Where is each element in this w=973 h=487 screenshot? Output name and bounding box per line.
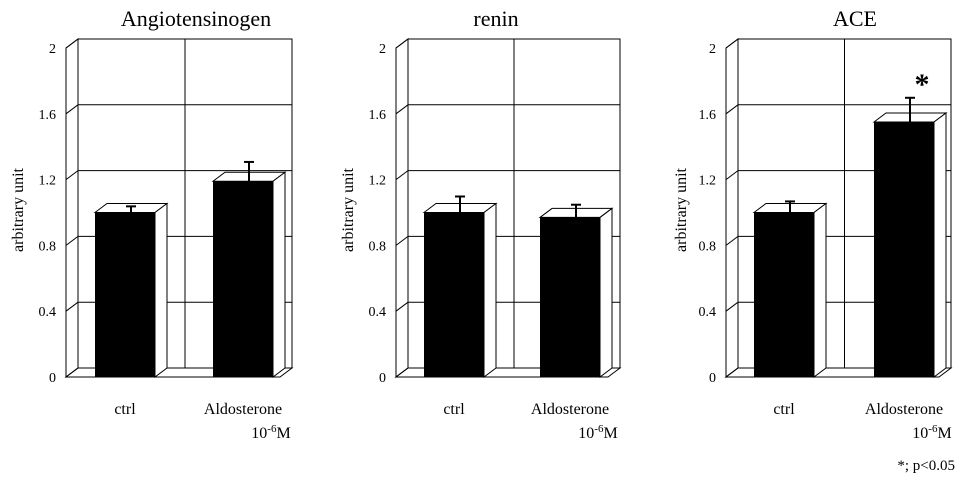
- y-tick-label: 2: [379, 42, 386, 57]
- side-gridline: [725, 170, 739, 181]
- category-label: ctrl: [773, 401, 795, 418]
- bar: [754, 212, 814, 377]
- significance-marker: *: [915, 68, 930, 101]
- unit-exponent: -6: [594, 423, 604, 435]
- side-gridline: [395, 367, 409, 378]
- y-tick-label: 0: [709, 371, 716, 386]
- category-label-unit: 10-6M: [912, 423, 951, 442]
- y-tick-label: 2: [709, 42, 716, 57]
- chart-panel-3: ACE 0 0.4 0.8 1.2 1.6 2 arbitrary unit ctrl * Aldo…: [673, 6, 953, 442]
- unit-suffix: M: [603, 425, 617, 442]
- bar-side-face: [813, 202, 827, 378]
- category-label-unit: 10-6M: [251, 423, 290, 442]
- y-tick-label: 0.8: [369, 239, 387, 254]
- side-wall: [395, 38, 409, 378]
- bar: [424, 212, 484, 377]
- y-tick-label: 1.2: [699, 174, 717, 189]
- side-gridline: [395, 235, 409, 246]
- chart-title: ACE: [833, 6, 877, 31]
- side-gridline: [395, 38, 409, 49]
- y-tick-label: 0.4: [369, 305, 387, 320]
- chart-title: renin: [473, 6, 518, 31]
- chart-title: Angiotensinogen: [121, 6, 271, 31]
- category-label: ctrl: [443, 401, 465, 418]
- side-wall: [725, 38, 739, 378]
- y-tick-label: 1.2: [39, 174, 57, 189]
- category-label-unit: 10-6M: [578, 423, 617, 442]
- significance-footnote: *; p<0.05: [897, 458, 955, 474]
- side-gridline: [725, 38, 739, 49]
- side-gridline: [725, 104, 739, 115]
- bar-side-face: [933, 112, 947, 378]
- side-gridline: [395, 170, 409, 181]
- side-gridline: [65, 104, 79, 115]
- side-gridline: [65, 235, 79, 246]
- y-tick-label: 0.8: [39, 239, 57, 254]
- unit-exponent: -6: [928, 423, 938, 435]
- bar: [213, 181, 273, 377]
- bar: [874, 122, 934, 378]
- category-label: Aldosterone: [531, 401, 609, 418]
- y-tick-label: 2: [49, 42, 56, 57]
- y-tick-label: 0.8: [699, 239, 717, 254]
- side-gridline: [65, 301, 79, 312]
- bar: [540, 217, 600, 377]
- y-tick-label: 1.6: [369, 108, 387, 123]
- y-tick-label: 1.2: [369, 174, 387, 189]
- side-gridline: [65, 170, 79, 181]
- y-axis-label: arbitrary unit: [673, 167, 690, 252]
- chart-panel-1: Angiotensinogen 0 0.4 0.8 1.2 1.6 2 arbitrary u…: [10, 6, 294, 442]
- y-axis-label: arbitrary unit: [340, 167, 357, 252]
- category-label: Aldosterone: [204, 401, 282, 418]
- bar: [95, 212, 155, 377]
- bar-side-face: [599, 207, 613, 378]
- side-gridline: [725, 367, 739, 378]
- bar-side-face: [272, 171, 286, 378]
- unit-base: 10: [912, 425, 928, 442]
- y-tick-label: 0.4: [39, 305, 57, 320]
- category-label: ctrl: [114, 401, 136, 418]
- side-gridline: [395, 301, 409, 312]
- y-tick-label: 0: [379, 371, 386, 386]
- unit-base: 10: [578, 425, 594, 442]
- unit-base: 10: [251, 425, 267, 442]
- y-tick-label: 0.4: [699, 305, 717, 320]
- y-tick-label: 1.6: [699, 108, 717, 123]
- side-wall: [65, 38, 79, 378]
- side-gridline: [65, 367, 79, 378]
- unit-exponent: -6: [267, 423, 277, 435]
- side-gridline: [725, 235, 739, 246]
- unit-suffix: M: [937, 425, 951, 442]
- side-gridline: [65, 38, 79, 49]
- y-axis-label: arbitrary unit: [10, 167, 27, 252]
- side-gridline: [395, 104, 409, 115]
- bar-side-face: [154, 202, 168, 378]
- y-tick-label: 1.6: [39, 108, 57, 123]
- y-tick-label: 0: [49, 371, 56, 386]
- unit-suffix: M: [276, 425, 290, 442]
- side-gridline: [725, 301, 739, 312]
- bar-side-face: [483, 202, 497, 378]
- chart-panel-2: renin 0 0.4 0.8 1.2 1.6 2 arbitrary unit ctrl Ald…: [340, 6, 622, 442]
- category-label: Aldosterone: [865, 401, 943, 418]
